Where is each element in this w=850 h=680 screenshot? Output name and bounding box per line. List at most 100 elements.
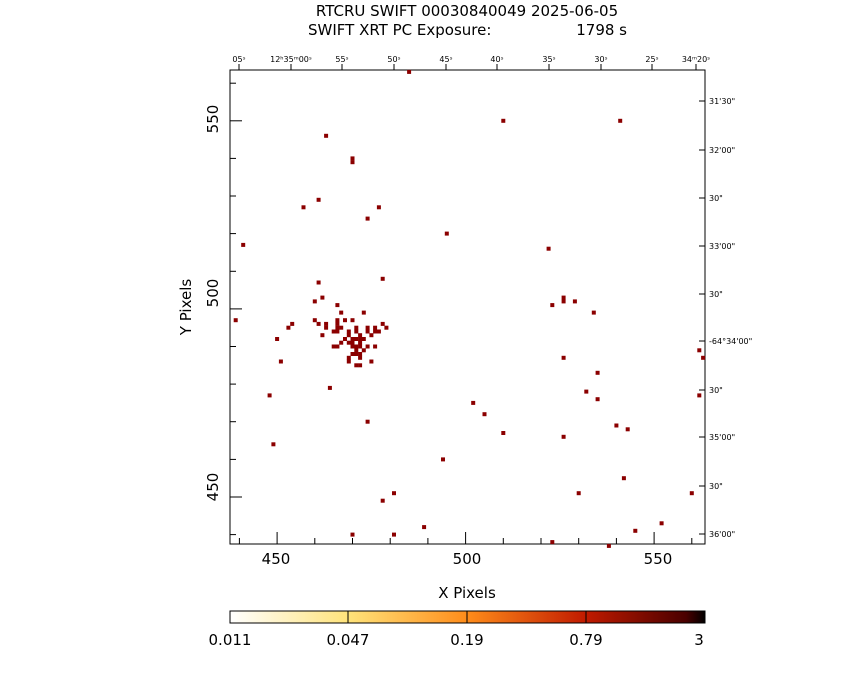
data-point-38 [335,325,340,330]
data-point-94 [482,412,487,417]
data-point-34 [335,321,340,326]
data-point-66 [335,344,340,349]
chart-title: RTCRU SWIFT 00030840049 2025-06-05 [316,2,618,20]
data-point-71 [373,344,378,349]
data-point-39 [339,325,344,330]
data-point-20 [312,299,317,304]
data-point-74 [350,352,355,356]
data-point-50 [376,329,381,334]
axis-ticks [230,64,705,544]
data-point-49 [373,329,378,334]
chart-subtitle-prefix: SWIFT XRT PC Exposure: [308,21,491,39]
data-point-103 [576,491,581,496]
data-point-97 [625,427,630,432]
data-point-10 [365,216,370,221]
dec-tick-label-3: 30" [709,194,723,203]
data-point-72 [354,348,359,353]
data-point-18 [572,299,577,304]
dec-tick-label-10: 36'00" [709,530,735,539]
data-point-58 [354,337,359,341]
data-point-59 [358,337,363,341]
colorbar-label-3: 0.19 [450,631,483,649]
data-point-64 [358,340,363,345]
data-point-37 [324,325,329,330]
data-point-70 [365,344,370,349]
dec-tick-label-6: -64°34'00" [709,337,752,346]
data-point-61 [339,340,344,345]
data-point-9 [376,205,381,210]
data-point-5 [350,156,355,161]
data-point-107 [659,521,664,526]
data-point-79 [358,355,363,360]
data-point-29 [343,318,347,323]
dec-tick-label-9: 30" [709,482,723,491]
data-point-111 [392,532,396,537]
data-point-22 [550,303,555,308]
data-point-28 [335,318,340,323]
ra-tick-label-5: 45ˢ [439,55,452,64]
data-point-35 [380,321,385,326]
data-point-83 [346,359,351,364]
x-tick-label-500: 500 [453,550,482,568]
data-point-30 [350,318,355,323]
data-point-98 [501,431,506,435]
data-point-55 [275,337,280,341]
data-point-78 [346,355,351,360]
data-point-86 [358,363,363,368]
data-point-4 [324,133,329,138]
data-point-43 [384,325,389,330]
data-point-67 [350,344,355,349]
data-point-62 [346,340,351,345]
data-point-41 [365,325,370,330]
data-point-12 [241,242,246,247]
data-point-52 [346,333,351,338]
ra-tick-label-7: 35ˢ [542,55,555,64]
data-point-57 [350,337,355,341]
data-point-89 [584,389,589,394]
data-point-15 [316,280,321,285]
data-point-44 [331,329,336,334]
y-tick-label-500: 500 [204,279,222,308]
data-point-53 [358,333,363,338]
data-point-110 [350,532,355,537]
data-point-68 [354,344,359,349]
data-point-75 [354,352,359,356]
ra-tick-label-6: 40ˢ [490,55,503,64]
data-point-108 [422,525,427,530]
data-point-6 [350,160,355,165]
data-point-106 [380,498,385,503]
y-tick-label-450: 450 [204,473,222,502]
data-point-27 [312,318,317,323]
data-point-2 [501,118,506,123]
data-point-21 [335,303,340,308]
data-point-99 [561,434,566,439]
y-tick-label-550: 550 [204,105,222,134]
chart-subtitle-value: 1798 s [576,21,627,39]
data-point-31 [290,321,295,326]
data-point-80 [561,355,566,360]
data-point-82 [278,359,283,364]
data-point-7 [316,197,321,202]
dec-tick-label-4: 33'00" [709,242,735,251]
data-point-26 [233,318,238,323]
data-point-112 [550,540,555,545]
data-point-3 [618,118,623,123]
data-point-73 [361,348,366,353]
dec-tick-label-7: 30" [709,386,723,395]
data-point-84 [369,359,374,364]
data-point-36 [286,325,291,330]
data-point-113 [606,543,611,548]
ra-tick-label-8: 30ˢ [594,55,607,64]
data-point-65 [331,344,336,349]
x-tick-label-550: 550 [644,550,673,568]
data-point-45 [335,329,340,334]
data-point-40 [354,325,359,330]
data-point-13 [546,246,551,251]
data-point-95 [365,419,370,424]
data-point-101 [441,457,445,462]
data-point-51 [320,333,325,338]
data-point-8 [301,205,306,210]
dec-tick-label-8: 35'00" [709,433,735,442]
data-point-23 [339,310,344,315]
